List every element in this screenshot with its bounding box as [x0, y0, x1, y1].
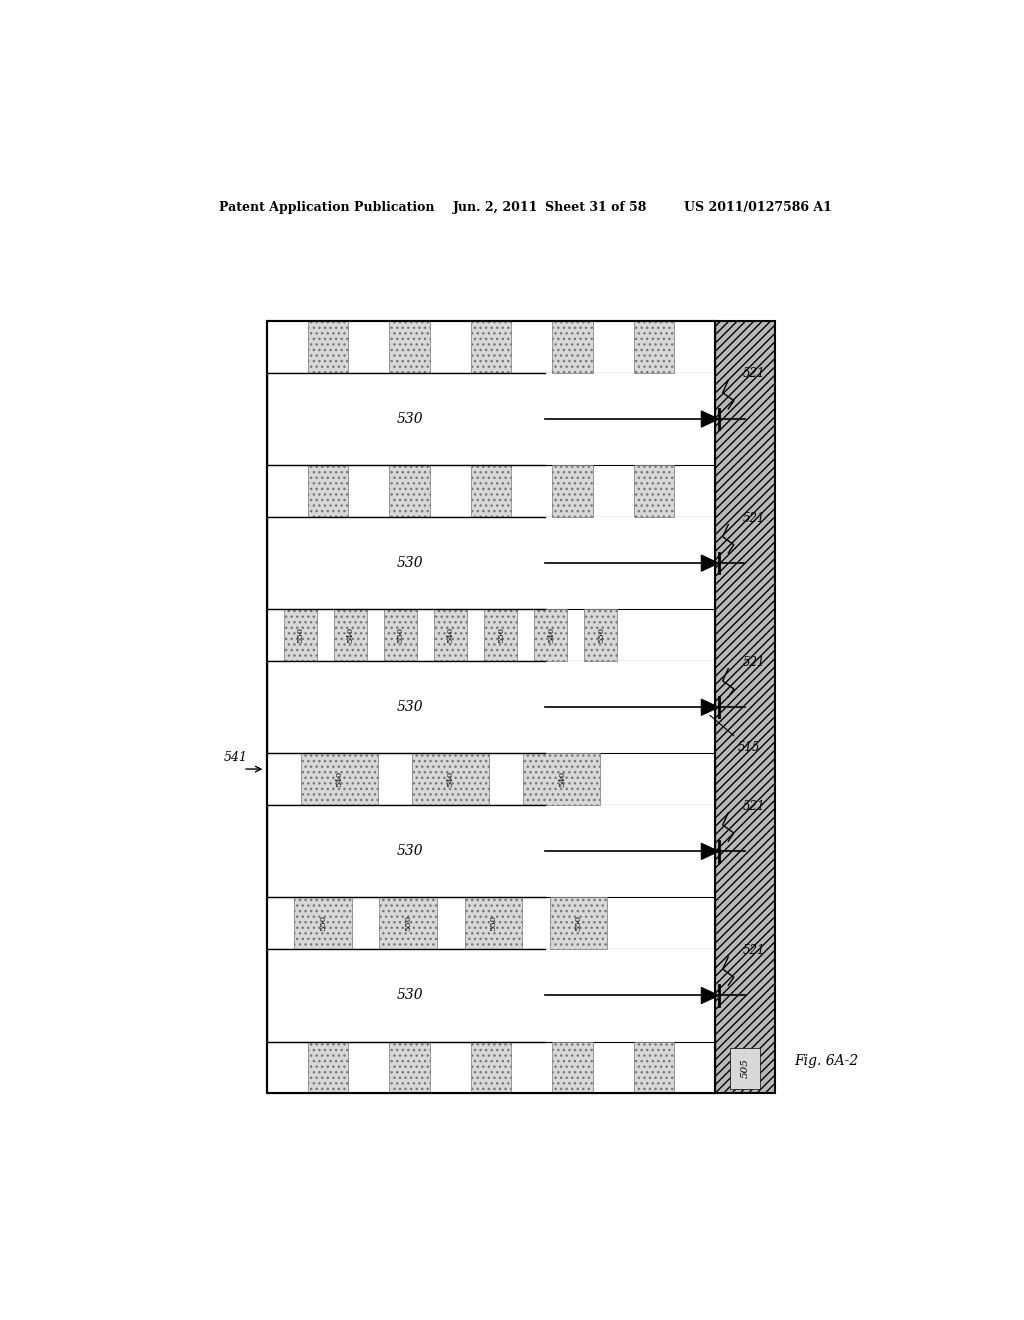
Bar [267, 321, 715, 1093]
Text: US 2011/0127586 A1: US 2011/0127586 A1 [684, 201, 831, 214]
Bar [267, 949, 715, 1041]
Bar [389, 321, 430, 374]
Bar [384, 610, 417, 661]
Bar [465, 898, 522, 949]
Bar [267, 754, 715, 805]
Bar [267, 1041, 715, 1093]
Bar [471, 1041, 511, 1093]
Bar [484, 610, 517, 661]
Text: 505: 505 [740, 1059, 750, 1078]
Bar [380, 898, 437, 949]
Text: 530: 530 [397, 845, 424, 858]
Bar [267, 805, 715, 898]
Bar [523, 754, 600, 805]
Bar [550, 898, 607, 949]
Polygon shape [701, 411, 719, 428]
Bar [267, 321, 715, 1093]
Text: 550: 550 [597, 627, 605, 643]
Text: 550: 550 [297, 627, 304, 643]
Text: Patent Application Publication: Patent Application Publication [219, 201, 435, 214]
Bar [334, 610, 367, 661]
Bar [267, 321, 715, 374]
Bar [267, 610, 715, 661]
Bar [471, 465, 511, 517]
Bar [634, 321, 674, 374]
Text: 515: 515 [738, 741, 760, 754]
Bar [308, 321, 348, 374]
Text: Sheet 31 of 58: Sheet 31 of 58 [545, 201, 646, 214]
Bar [301, 754, 378, 805]
Text: 530: 530 [397, 412, 424, 426]
Text: 540: 540 [547, 627, 555, 643]
Text: 550: 550 [497, 627, 505, 643]
Text: 550: 550 [404, 916, 413, 932]
Bar [634, 1041, 674, 1093]
Text: 530: 530 [397, 556, 424, 570]
Text: 540: 540 [336, 771, 344, 787]
Text: 530: 530 [397, 989, 424, 1002]
Bar [267, 465, 715, 517]
Bar [295, 898, 352, 949]
Bar [552, 321, 593, 374]
Text: 541: 541 [223, 751, 247, 764]
Polygon shape [701, 987, 719, 1003]
Bar [552, 465, 593, 517]
Text: 521: 521 [742, 656, 765, 669]
Bar [284, 610, 317, 661]
Text: 540: 540 [558, 771, 566, 787]
Text: 540: 540 [446, 627, 455, 643]
Bar [267, 517, 715, 610]
Bar [308, 1041, 348, 1093]
Text: 530: 530 [397, 700, 424, 714]
Text: 550: 550 [319, 916, 328, 932]
Bar [413, 754, 489, 805]
Bar [552, 1041, 593, 1093]
Bar [267, 374, 715, 465]
Polygon shape [701, 843, 719, 859]
Bar [389, 465, 430, 517]
Bar [585, 610, 617, 661]
Text: 521: 521 [742, 367, 765, 380]
Text: 540: 540 [446, 771, 455, 787]
Bar [389, 1041, 430, 1093]
Bar [471, 321, 511, 374]
Text: 521: 521 [742, 512, 765, 524]
Polygon shape [701, 700, 719, 715]
Text: 521: 521 [742, 800, 765, 813]
Bar [634, 465, 674, 517]
Bar [267, 661, 715, 754]
Text: 521: 521 [742, 944, 765, 957]
Bar [434, 610, 467, 661]
Bar [715, 321, 775, 1093]
Text: Jun. 2, 2011: Jun. 2, 2011 [454, 201, 539, 214]
Text: Fig. 6A-2: Fig. 6A-2 [794, 1055, 858, 1068]
Text: 550: 550 [489, 916, 498, 932]
Text: 550: 550 [574, 916, 583, 932]
Bar [535, 610, 567, 661]
Polygon shape [701, 554, 719, 572]
Text: 540: 540 [346, 627, 354, 643]
Bar [267, 898, 715, 949]
Bar [308, 465, 348, 517]
Text: 550: 550 [396, 627, 404, 643]
